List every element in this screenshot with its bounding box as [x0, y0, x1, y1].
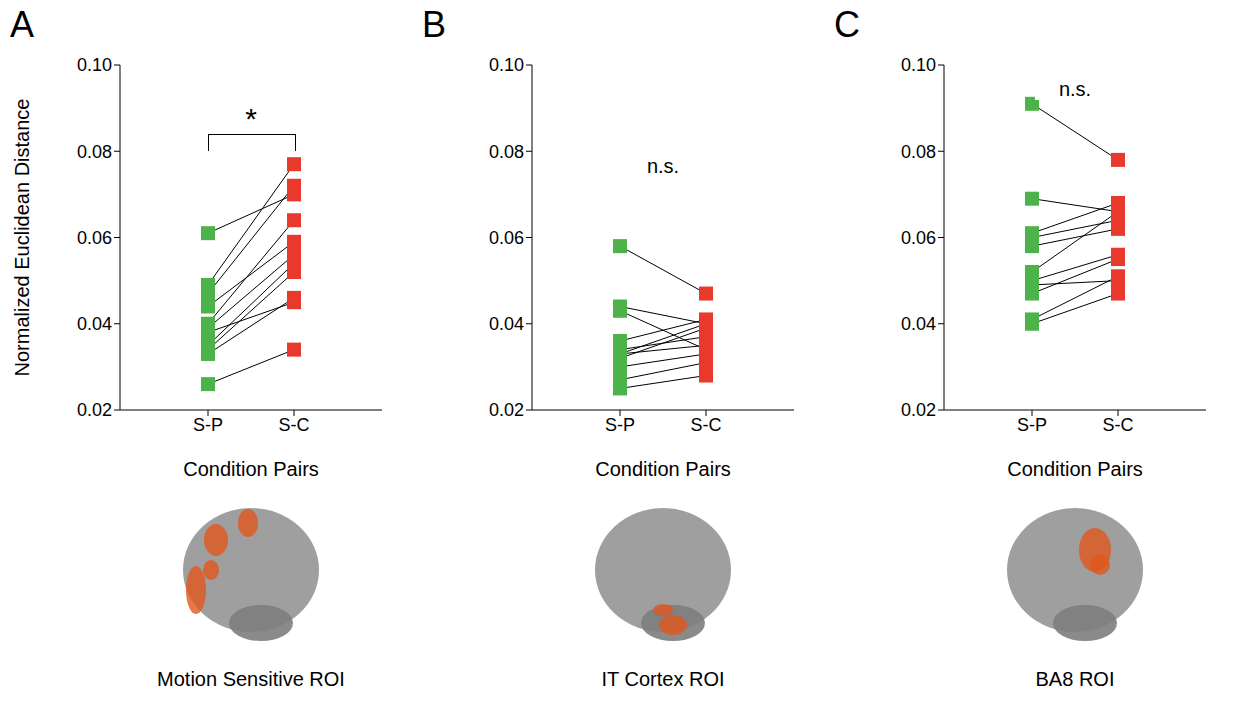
svg-text:0.04: 0.04: [77, 314, 112, 334]
svg-text:0.04: 0.04: [901, 314, 936, 334]
svg-text:0.10: 0.10: [77, 55, 112, 75]
svg-text:S-P: S-P: [193, 415, 223, 435]
svg-text:0.06: 0.06: [77, 228, 112, 248]
html-text:BA8 ROI: BA8 ROI: [1035, 668, 1115, 690]
svg-text:S-C: S-C: [1103, 415, 1134, 435]
svg-text:S-P: S-P: [1017, 415, 1047, 435]
html-text:Motion Sensitive ROI: Motion Sensitive ROI: [157, 668, 345, 690]
svg-text:S-P: S-P: [605, 415, 635, 435]
svg-text:0.10: 0.10: [901, 55, 936, 75]
svg-text:0.06: 0.06: [901, 228, 936, 248]
svg-text:0.02: 0.02: [901, 400, 936, 420]
svg-text:0.02: 0.02: [77, 400, 112, 420]
svg-text:0.08: 0.08: [77, 142, 112, 162]
html-text:C: C: [834, 4, 860, 45]
html-text:n.s.: n.s.: [1058, 78, 1092, 100]
html-text:n.s.: n.s.: [646, 155, 680, 177]
html-text:IT Cortex ROI: IT Cortex ROI: [601, 668, 725, 690]
svg-text:Condition Pairs: Condition Pairs: [1007, 458, 1143, 480]
svg-text:0.02: 0.02: [489, 400, 524, 420]
svg-text:Normalized Euclidean Distance: Normalized Euclidean Distance: [11, 99, 33, 377]
html-text:B: B: [422, 4, 446, 45]
svg-text:0.10: 0.10: [489, 55, 524, 75]
svg-text:0.08: 0.08: [489, 142, 524, 162]
svg-text:0.04: 0.04: [489, 314, 524, 334]
svg-text:0.06: 0.06: [489, 228, 524, 248]
svg-text:Condition Pairs: Condition Pairs: [183, 458, 319, 480]
svg-text:Condition Pairs: Condition Pairs: [595, 458, 731, 480]
html-text:A: A: [10, 4, 34, 45]
svg-text:S-C: S-C: [279, 415, 310, 435]
svg-text:0.08: 0.08: [901, 142, 936, 162]
svg-text:S-C: S-C: [691, 415, 722, 435]
